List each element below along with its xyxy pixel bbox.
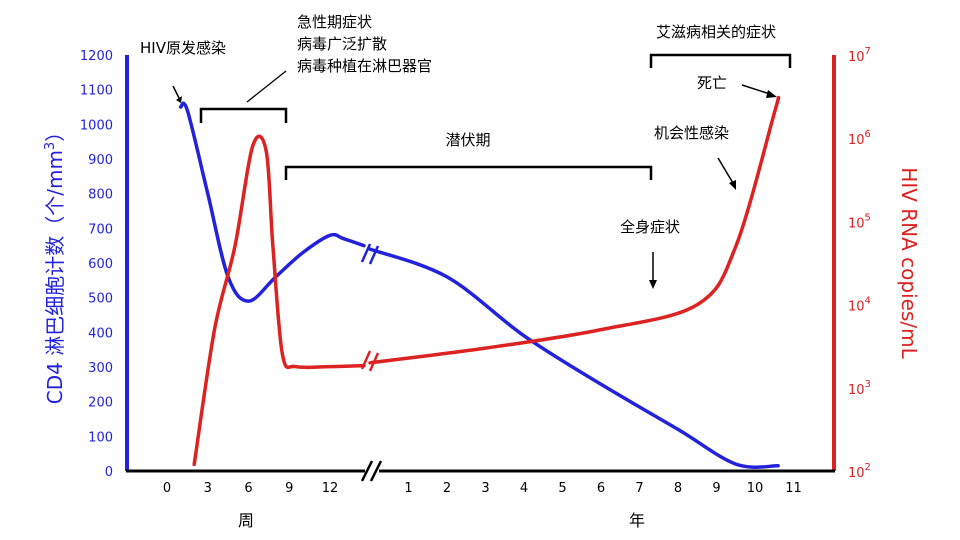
right-tick-exponent: 4 [865, 296, 871, 307]
annotation-acute-line-2: 病毒广泛扩散 [297, 35, 387, 53]
left-tick-label: 100 [88, 430, 113, 445]
series-line-hiv_rna [192, 95, 781, 467]
annotation-aids: 艾滋病相关的症状 [656, 23, 776, 41]
right-tick-label: 107 [848, 46, 871, 65]
x-tick-label-years: 2 [443, 481, 451, 496]
left-tick-label: 0 [105, 465, 113, 480]
right-tick-exponent: 6 [865, 129, 871, 140]
x-tick-label-years: 8 [674, 481, 682, 496]
right-tick-label: 105 [848, 212, 871, 231]
x-tick-label-years: 7 [635, 481, 643, 496]
right-tick-label: 104 [848, 296, 871, 315]
annotation-acute-line-3: 病毒种植在淋巴器官 [297, 57, 432, 75]
left-tick-label: 700 [88, 222, 113, 237]
arrow-death [741, 84, 771, 95]
annotation-constitutional: 全身症状 [620, 218, 680, 236]
left-axis-ticks: 0 100 200 300 400 500 600 700 800 900 1000 1100 1200 [80, 49, 113, 480]
x-tick-label-years: 4 [520, 481, 528, 496]
x-tick-label-weeks: 12 [322, 481, 339, 496]
left-axis-label-end: ） [43, 122, 67, 142]
x-tick-label-weeks: 6 [244, 481, 252, 496]
right-tick-base: 10 [848, 133, 865, 148]
left-tick-label: 1200 [80, 49, 113, 64]
right-tick-base: 10 [848, 216, 865, 231]
x-tick-label-years: 1 [404, 481, 412, 496]
acute-pointer-line [246, 70, 287, 103]
x-tick-label-weeks: 0 [163, 481, 171, 496]
left-tick-label: 800 [88, 188, 113, 203]
left-tick-label: 200 [88, 396, 113, 411]
left-tick-label: 600 [88, 257, 113, 272]
right-tick-exponent: 2 [865, 462, 871, 473]
right-tick-label: 102 [848, 462, 871, 481]
left-tick-label: 500 [88, 292, 113, 307]
arrow-opportunistic [717, 157, 734, 184]
x-tick-label-years: 6 [597, 481, 605, 496]
arrow-death-head [766, 90, 777, 98]
annotation-death: 死亡 [697, 74, 727, 92]
arrow-opportunistic-head [729, 180, 736, 190]
right-axis-label: HIV RNA copies/mL [897, 167, 921, 359]
left-axis-label: CD4 淋巴细胞计数（个/mm3） [43, 122, 67, 404]
x-unit-weeks: 周 [238, 511, 254, 530]
right-tick-base: 10 [848, 466, 865, 481]
x-tick-label-years: 9 [712, 481, 720, 496]
annotation-acute-line-1: 急性期症状 [297, 13, 372, 31]
x-axis-ticks: 0 3 6 9 12 1 2 3 4 5 6 7 8 9 10 11周年 [163, 481, 802, 530]
x-tick-label-years: 3 [481, 481, 489, 496]
left-tick-label: 1100 [80, 84, 113, 99]
series-layer [178, 95, 781, 469]
x-tick-label-years: 5 [558, 481, 566, 496]
right-tick-exponent: 5 [865, 212, 871, 223]
bracket-aids [649, 53, 792, 68]
arrow-primary-infection-head [176, 96, 182, 103]
right-tick-exponent: 7 [865, 46, 871, 57]
left-tick-label: 1000 [80, 118, 113, 133]
right-tick-base: 10 [848, 383, 865, 398]
annotation-opportunistic: 机会性感染 [654, 124, 729, 142]
right-tick-base: 10 [848, 50, 865, 65]
arrow-primary-infection [172, 85, 181, 101]
annotation-primary-infection: HIV原发感染 [140, 39, 226, 57]
x-tick-label-weeks: 9 [285, 481, 293, 496]
bracket-acute [199, 107, 288, 123]
x-unit-years: 年 [629, 511, 645, 530]
x-tick-label-weeks: 3 [204, 481, 212, 496]
series-line-cd4 [178, 101, 780, 469]
right-tick-exponent: 3 [865, 379, 871, 390]
left-tick-label: 300 [88, 361, 113, 376]
cd4-break-mark [360, 243, 380, 265]
left-tick-label: 400 [88, 326, 113, 341]
rna-break-mark [360, 350, 380, 372]
left-tick-label: 900 [88, 153, 113, 168]
right-tick-label: 103 [848, 379, 871, 398]
x-tick-label-years: 11 [785, 481, 802, 496]
left-axis-label-main: CD4 淋巴细胞计数（个/mm [43, 150, 67, 404]
bracket-latent [284, 165, 653, 180]
right-tick-label: 106 [848, 129, 871, 148]
arrow-constitutional-head [649, 280, 657, 289]
x-tick-label-years: 10 [747, 481, 764, 496]
annotation-latent: 潜伏期 [445, 131, 490, 149]
left-axis-label-sup: 3 [43, 142, 58, 150]
x-axis-break [360, 460, 383, 482]
right-tick-base: 10 [848, 300, 865, 315]
